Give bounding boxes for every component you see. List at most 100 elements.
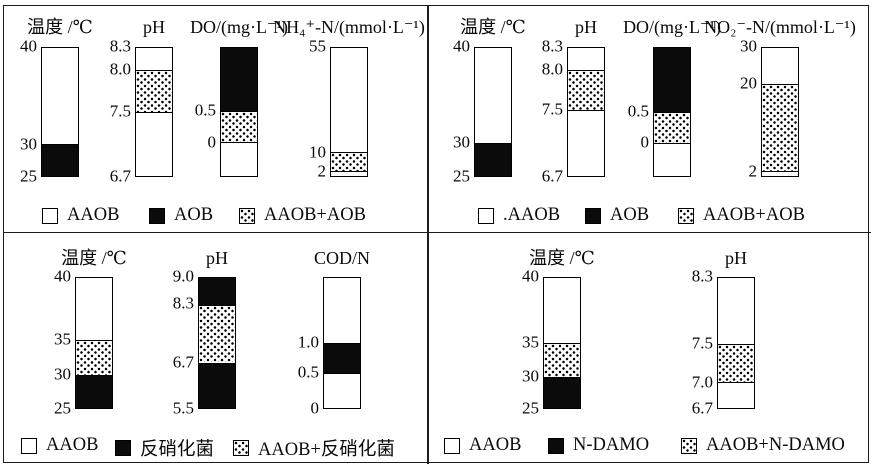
axis-tick-label: 10 (309, 142, 326, 162)
bar-segment-white (762, 170, 798, 176)
bar-segment-white (475, 48, 511, 143)
bar-segment-white (324, 372, 360, 408)
range-bar (135, 47, 173, 177)
column-title: DO/(mg·L⁻¹) (623, 17, 721, 37)
bar-segment-dots (221, 110, 257, 143)
legend-item: AAOB+N-DAMO (681, 435, 845, 456)
bar-segment-black (76, 374, 112, 408)
axis-tick-label: 30 (453, 132, 470, 152)
axis-tick-label: 20 (740, 73, 757, 93)
axis-tick-label: 0 (640, 132, 650, 152)
legend-swatch-black (548, 437, 564, 454)
legend-label: .AAOB (503, 205, 561, 225)
column-title: pH (143, 17, 165, 37)
column-title: 温度 /℃ (460, 17, 526, 37)
column-title: COD/N (313, 248, 371, 268)
legend-swatch-black (149, 207, 165, 224)
legend-item: AAOB+AOB (239, 205, 366, 226)
legend-swatch-dots (681, 437, 697, 454)
panel-divider-vertical (427, 5, 429, 464)
axis-tick-label: 7.5 (109, 101, 131, 121)
bar-segment-black (654, 48, 690, 112)
bar-segment-black (221, 48, 257, 111)
bar-segment-black (199, 278, 235, 305)
legend-label: AAOB (67, 205, 120, 225)
bar-segment-white (324, 278, 360, 343)
legend-item: N-DAMO (548, 435, 649, 456)
range-bar (653, 47, 691, 177)
axis-tick-label: 55 (309, 36, 326, 56)
bar-segment-white (136, 48, 172, 71)
axis-tick-label: 8.0 (541, 59, 563, 79)
range-bar (567, 47, 605, 177)
column-title: pH (725, 248, 747, 268)
axis-tick-label: 30 (20, 134, 37, 154)
bar-segment-black (544, 376, 580, 408)
axis-tick-label: 30 (740, 36, 757, 56)
bar-segment-black (475, 142, 511, 176)
axis-tick-label: 9.0 (172, 266, 194, 286)
bar-segment-black (324, 343, 360, 373)
legend-label: AAOB+AOB (264, 205, 366, 225)
axis-tick-label: 30 (522, 366, 539, 386)
bar-segment-white (136, 112, 172, 176)
axis-tick-label: 7.5 (541, 99, 563, 119)
range-bar (717, 277, 755, 409)
panel-divider-horizontal (3, 231, 871, 234)
legend-item: AAOB (21, 435, 98, 456)
axis-tick-label: 0 (310, 398, 320, 418)
legend-item: AAOB (444, 435, 521, 456)
legend-label: AAOB (46, 435, 99, 455)
bar-segment-dots (568, 70, 604, 111)
range-bar (75, 277, 113, 409)
axis-tick-label: 40 (54, 266, 71, 286)
legend-swatch-white (21, 437, 37, 454)
range-bar (323, 277, 361, 409)
legend-swatch-black (585, 207, 601, 224)
axis-tick-label: 8.3 (541, 36, 563, 56)
axis-tick-label: 25 (522, 398, 539, 418)
legend-label: AAOB+反硝化菌 (258, 440, 395, 460)
legend-label: AAOB+N-DAMO (706, 435, 845, 455)
panel-bottom-right: 温度 /℃ 40 35 30 25 pH 8.3 7.5 7.0 6.7 AAOB N-DAMO AAO… (429, 233, 870, 464)
axis-tick-label: 25 (453, 166, 470, 186)
axis-tick-label: 6.7 (172, 352, 194, 372)
axis-tick-label: 0.5 (194, 100, 216, 120)
column-title: NH₄⁺-N/(mmol·L⁻¹) (273, 17, 425, 37)
axis-tick-label: 8.3 (109, 36, 131, 56)
bar-segment-white (76, 278, 112, 341)
legend-swatch-dots (678, 207, 694, 224)
bar-segment-white (42, 48, 78, 144)
axis-tick-label: 8.3 (691, 266, 713, 286)
legend-swatch-white (478, 207, 494, 224)
column-title: pH (575, 17, 597, 37)
axis-tick-label: 2 (317, 161, 327, 181)
axis-tick-label: 35 (522, 332, 539, 352)
bar-segment-white (331, 170, 367, 176)
column-title: NO₂⁻-N/(mmol·L⁻¹) (704, 17, 856, 37)
axis-tick-label: 0.5 (627, 101, 649, 121)
range-bar (198, 277, 236, 409)
bar-segment-dots (199, 304, 235, 363)
axis-tick-label: 35 (54, 329, 71, 349)
column-title: 温度 /℃ (27, 17, 93, 37)
legend-item: AAOB+反硝化菌 (233, 435, 395, 461)
legend-label: AOB (174, 205, 214, 225)
range-bar (474, 47, 512, 177)
legend-label: AAOB+AOB (703, 205, 805, 225)
axis-tick-label: 6.7 (541, 166, 563, 186)
column-title: 温度 /℃ (61, 248, 127, 268)
bar-segment-white (654, 142, 690, 176)
legend-swatch-dots (239, 207, 255, 224)
range-bar (220, 47, 258, 177)
axis-tick-label: 40 (453, 36, 470, 56)
legend-item: AOB (149, 205, 213, 226)
bar-segment-dots (331, 152, 367, 171)
axis-tick-label: 0 (207, 132, 217, 152)
legend-label: AAOB (469, 435, 522, 455)
axis-tick-label: 0.5 (297, 362, 319, 382)
range-bar (761, 47, 799, 177)
range-bar (41, 47, 79, 177)
legend-item: AAOB (42, 205, 119, 226)
